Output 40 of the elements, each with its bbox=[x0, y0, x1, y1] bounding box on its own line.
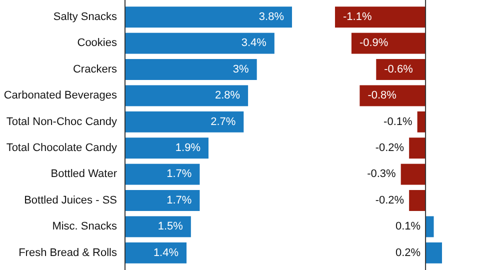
y-tick-label: Crackers bbox=[72, 63, 118, 76]
data-label: 2.8% bbox=[214, 90, 240, 102]
data-label: -0.3% bbox=[367, 168, 396, 180]
y-tick-label: Bottled Juices - SS bbox=[24, 194, 117, 206]
data-label: -0.9% bbox=[359, 37, 388, 50]
data-label: -0.2% bbox=[375, 142, 404, 154]
data-label: -1.1% bbox=[343, 11, 372, 24]
bar bbox=[125, 111, 244, 132]
bar bbox=[125, 59, 257, 80]
bar bbox=[125, 190, 200, 211]
bar bbox=[125, 216, 191, 238]
bar bbox=[125, 242, 187, 264]
y-tick-label: Bottled Water bbox=[50, 168, 118, 180]
bar bbox=[125, 32, 274, 54]
data-label: 3.4% bbox=[241, 37, 267, 50]
bar bbox=[125, 138, 208, 159]
data-label: 1.7% bbox=[166, 194, 192, 206]
data-label: -0.2% bbox=[375, 194, 404, 206]
y-tick-label: Fresh Bread & Rolls bbox=[18, 246, 118, 259]
bar bbox=[125, 6, 292, 28]
data-label: -0.1% bbox=[384, 116, 413, 128]
data-label: 1.7% bbox=[166, 168, 192, 180]
data-label: 0.2% bbox=[395, 246, 421, 259]
y-tick-label: Cookies bbox=[77, 37, 118, 50]
y-tick-label: Carbonated Beverages bbox=[4, 90, 118, 102]
data-label: 3.8% bbox=[258, 11, 284, 24]
data-label: -0.8% bbox=[368, 90, 397, 102]
bar bbox=[125, 164, 200, 185]
data-label: -0.6% bbox=[384, 63, 414, 76]
data-label: 1.5% bbox=[158, 220, 184, 233]
data-label: 1.4% bbox=[153, 246, 179, 259]
bar bbox=[125, 85, 248, 106]
data-label: 1.9% bbox=[175, 142, 201, 154]
y-tick-label: Misc. Snacks bbox=[52, 220, 118, 233]
data-label: 2.7% bbox=[210, 116, 236, 128]
y-tick-label: Salty Snacks bbox=[53, 11, 118, 24]
y-tick-label: Total Non-Choc Candy bbox=[6, 116, 118, 128]
data-label: 3% bbox=[232, 63, 250, 76]
y-tick-label: Total Chocolate Candy bbox=[6, 142, 118, 154]
data-label: 0.1% bbox=[395, 220, 421, 233]
